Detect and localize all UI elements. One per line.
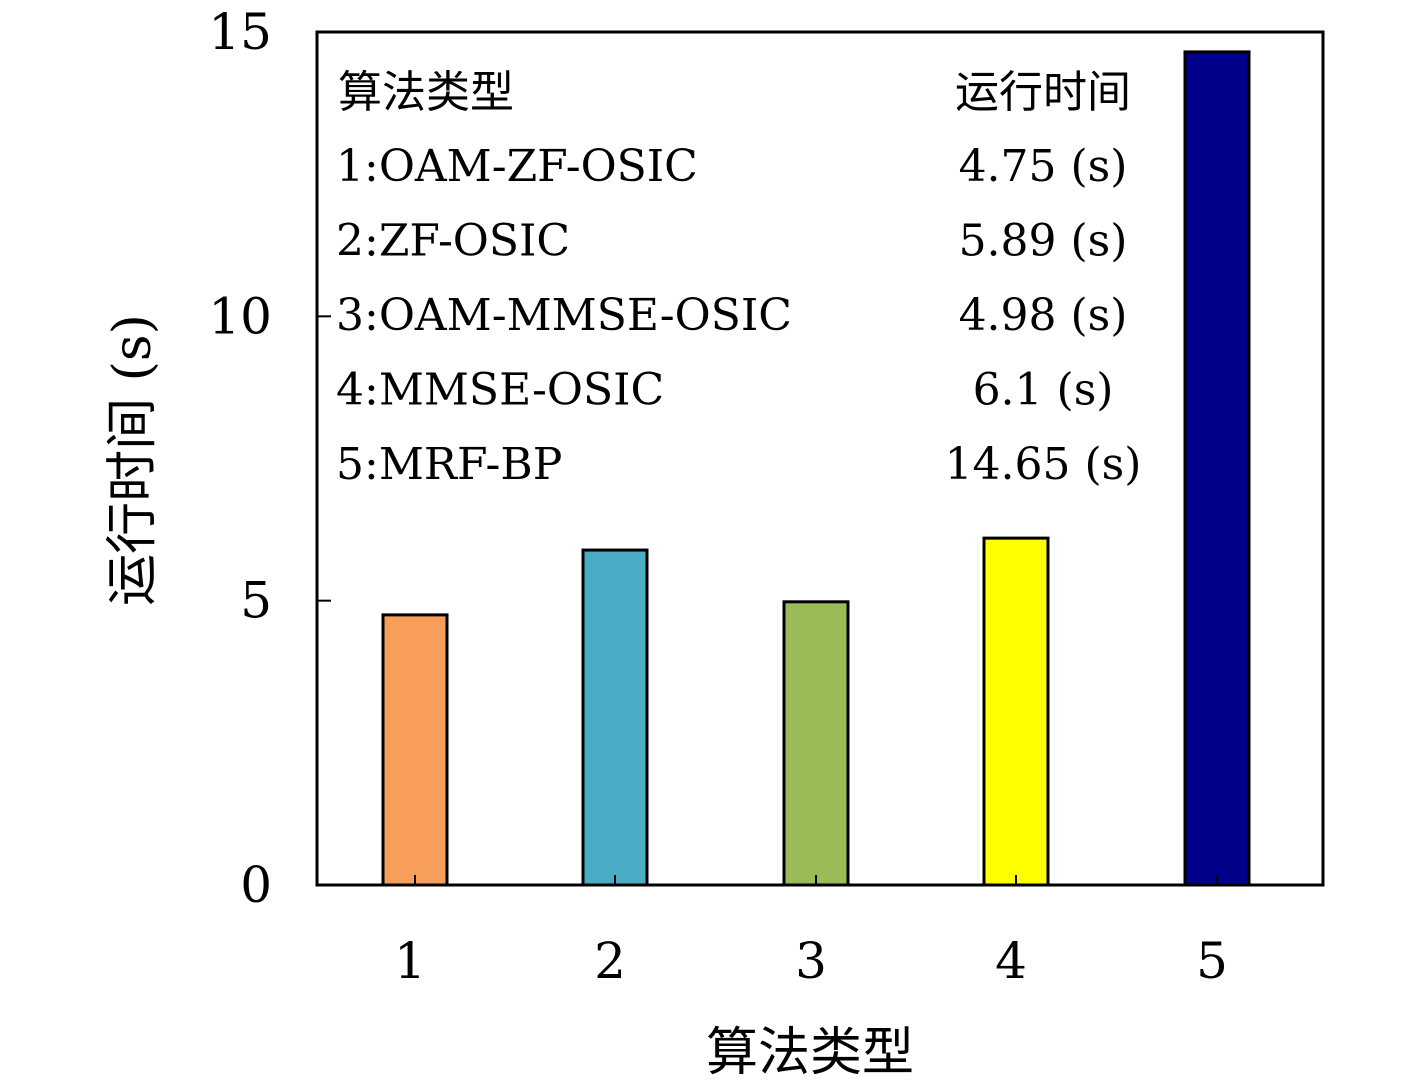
legend-header-name: 算法类型	[338, 67, 514, 118]
legend-row-time: 5.89 (s)	[959, 216, 1128, 267]
plot-frame	[315, 30, 1325, 887]
y-axis-title: 运行时间 (s)	[103, 314, 163, 606]
legend-header-time: 运行时间	[955, 67, 1131, 118]
legend-row-time: 6.1 (s)	[973, 365, 1114, 416]
x-tick-label-1: 1	[394, 932, 426, 990]
legend-row-time: 4.75 (s)	[959, 141, 1128, 192]
bars-group	[381, 50, 1251, 887]
y-tick-label-10: 10	[208, 287, 272, 345]
x-tick-label-2: 2	[594, 932, 626, 990]
x-tick-label-3: 3	[795, 932, 827, 990]
y-tick-label-5: 5	[240, 572, 272, 630]
bar-1	[381, 613, 449, 887]
x-ticks-group: 1 2 3 4 5	[394, 875, 1228, 990]
legend-table: 算法类型 运行时间 1:OAM-ZF-OSIC 4.75 (s) 2:ZF-OSIC…	[336, 67, 1141, 490]
legend-row-time: 14.65 (s)	[945, 439, 1142, 490]
x-tick-label-5: 5	[1196, 932, 1228, 990]
bar-3	[782, 600, 850, 887]
x-tick-label-4: 4	[995, 932, 1027, 990]
bar-2	[581, 548, 649, 887]
legend-row-name: 3:OAM-MMSE-OSIC	[336, 290, 792, 341]
y-tick-label-15: 15	[208, 3, 272, 61]
bar-5	[1183, 50, 1251, 887]
y-ticks-group: 0 5 10 15	[208, 3, 331, 914]
bar-4	[982, 536, 1050, 887]
y-tick-label-0: 0	[240, 856, 272, 914]
legend-row-name: 1:OAM-ZF-OSIC	[336, 141, 698, 192]
legend-row-name: 4:MMSE-OSIC	[336, 365, 664, 416]
legend-row-name: 5:MRF-BP	[336, 439, 562, 490]
legend-row-name: 2:ZF-OSIC	[336, 216, 570, 267]
legend-row-time: 4.98 (s)	[959, 290, 1128, 341]
x-axis-title: 算法类型	[706, 1023, 914, 1083]
